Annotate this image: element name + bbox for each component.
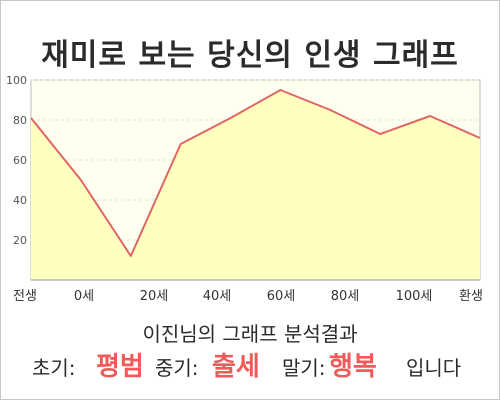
x-tick-label: 20세 [140, 289, 169, 304]
series-line [30, 89, 481, 257]
x-tick-label: 0세 [74, 289, 94, 304]
x-tick-label: 40세 [203, 289, 232, 304]
analysis-result-line: 초기: 평범 중기: 출세 말기: 행복 입니다 [0, 346, 500, 382]
analysis-heading: 이진님의 그래프 분석결과 [142, 322, 358, 346]
x-tick-label: 60세 [267, 289, 296, 304]
page-title: 재미로 보는 당신의 인생 그래프 [41, 38, 459, 73]
y-tick-label: 100 [6, 74, 27, 87]
late-label: 말기: [282, 356, 326, 380]
y-tick-label: 20 [13, 234, 27, 247]
x-tick-label: 80세 [331, 289, 360, 304]
y-tick-label: 80 [13, 114, 27, 127]
x-tick-label: 100세 [396, 289, 433, 304]
x-tick-label: 환생 [459, 289, 483, 304]
middle-label: 중기: [155, 356, 199, 380]
x-tick-label: 전생 [13, 289, 37, 304]
y-tick-label: 40 [13, 194, 27, 207]
early-value: 평범 [96, 352, 144, 382]
y-tick-label: 60 [13, 154, 27, 167]
late-value: 행복 [329, 352, 377, 382]
middle-value: 출세 [212, 352, 260, 382]
area-fill [31, 90, 480, 280]
life-graph-chart: 20 40 60 80 100 전생 0세 20세 40세 60세 80세 100세 환생 [6, 74, 483, 304]
result-suffix: 입니다 [406, 356, 462, 380]
early-label: 초기: [32, 356, 76, 380]
